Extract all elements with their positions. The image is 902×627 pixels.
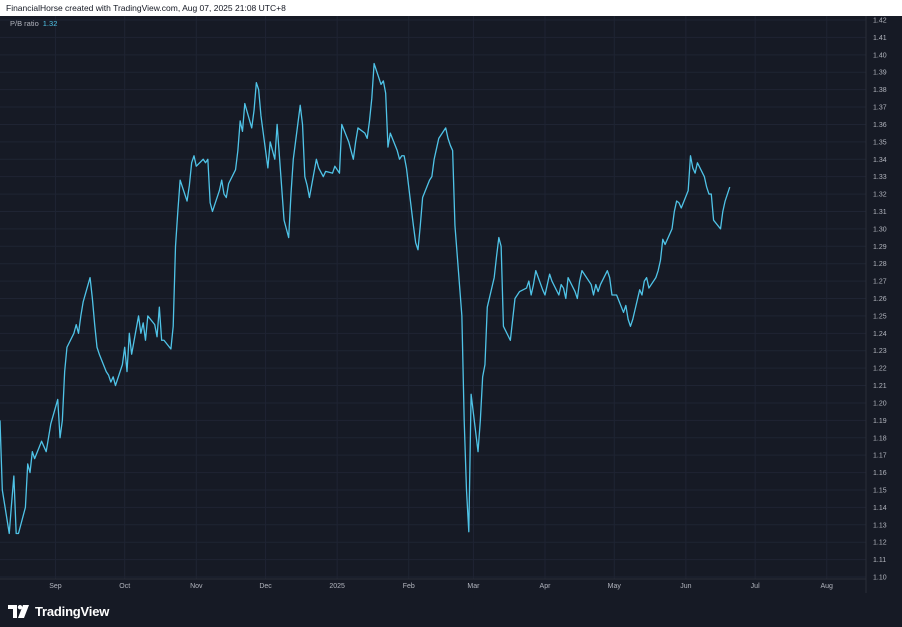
y-tick-label: 1.30 <box>873 226 887 233</box>
x-tick-label: May <box>608 583 622 590</box>
y-tick-label: 1.10 <box>873 575 887 582</box>
x-tick-label: Mar <box>467 583 480 590</box>
grid-lines <box>0 16 866 579</box>
footer-bar: TradingView <box>0 594 902 627</box>
chart-svg[interactable]: 1.10 1.11 1.12 1.13 1.14 1.15 1.16 1.17 1.18 1.19… <box>0 16 902 593</box>
series-layer <box>0 62 731 535</box>
y-tick-label: 1.12 <box>873 540 887 547</box>
y-tick-label: 1.23 <box>873 348 887 355</box>
y-tick-label: 1.11 <box>873 557 886 564</box>
y-tick-label: 1.35 <box>873 139 887 146</box>
x-tick-label: Nov <box>190 583 203 590</box>
y-tick-label: 1.21 <box>873 383 887 390</box>
y-tick-label: 1.28 <box>873 261 887 268</box>
plot-background <box>0 16 902 593</box>
y-tick-label: 1.32 <box>873 192 887 199</box>
x-tick-label: Feb <box>403 583 415 590</box>
header-bar: FinancialHorse created with TradingView.… <box>0 0 902 16</box>
x-tick-label: Dec <box>259 583 272 590</box>
y-tick-label: 1.41 <box>873 35 887 42</box>
y-tick-label: 1.36 <box>873 122 887 129</box>
x-tick-label: 2025 <box>329 583 345 590</box>
y-tick-label: 1.13 <box>873 522 887 529</box>
y-tick-label: 1.17 <box>873 453 887 460</box>
y-tick-label: 1.34 <box>873 157 887 164</box>
y-tick-label: 1.42 <box>873 18 887 25</box>
y-tick-label: 1.16 <box>873 470 887 477</box>
legend-value: 1.32 <box>42 19 58 28</box>
y-tick-label: 1.25 <box>873 313 887 320</box>
x-tick-label: Aug <box>821 583 834 590</box>
y-tick-label: 1.14 <box>873 505 887 512</box>
y-tick-label: 1.38 <box>873 87 887 94</box>
y-tick-label: 1.18 <box>873 435 887 442</box>
y-tick-label: 1.26 <box>873 296 887 303</box>
header-text: FinancialHorse created with TradingView.… <box>6 3 286 13</box>
tradingview-logo-icon <box>8 604 29 618</box>
series-legend[interactable]: P/B ratio 1.32 <box>10 19 57 28</box>
y-tick-label: 1.31 <box>873 209 887 216</box>
x-tick-label: Jun <box>680 583 691 590</box>
x-tick-label: Jul <box>751 583 760 590</box>
series-line-pb-ratio[interactable] <box>0 62 731 535</box>
chart-area[interactable]: 1.10 1.11 1.12 1.13 1.14 1.15 1.16 1.17 1.18 1.19… <box>0 16 902 593</box>
y-tick-label: 1.39 <box>873 70 887 77</box>
y-tick-label: 1.37 <box>873 105 887 112</box>
x-tick-label: Apr <box>540 583 552 590</box>
x-axis[interactable]: Sep Oct Nov Dec 2025 Feb Mar Apr May Jun Jul Aug <box>49 583 833 590</box>
y-tick-label: 1.33 <box>873 174 887 181</box>
y-tick-label: 1.24 <box>873 331 887 338</box>
y-tick-label: 1.19 <box>873 418 887 425</box>
y-tick-label: 1.29 <box>873 244 887 251</box>
y-tick-label: 1.22 <box>873 366 887 373</box>
x-tick-label: Oct <box>119 583 130 590</box>
y-tick-label: 1.40 <box>873 52 887 59</box>
y-tick-label: 1.20 <box>873 400 887 407</box>
legend-label: P/B ratio <box>10 19 39 28</box>
y-axis[interactable]: 1.10 1.11 1.12 1.13 1.14 1.15 1.16 1.17 1.18 1.19… <box>873 18 887 582</box>
y-tick-label: 1.27 <box>873 279 887 286</box>
y-tick-label: 1.15 <box>873 487 887 494</box>
tradingview-brand[interactable]: TradingView <box>8 602 109 620</box>
x-tick-label: Sep <box>49 583 62 590</box>
brand-text: TradingView <box>35 603 110 619</box>
